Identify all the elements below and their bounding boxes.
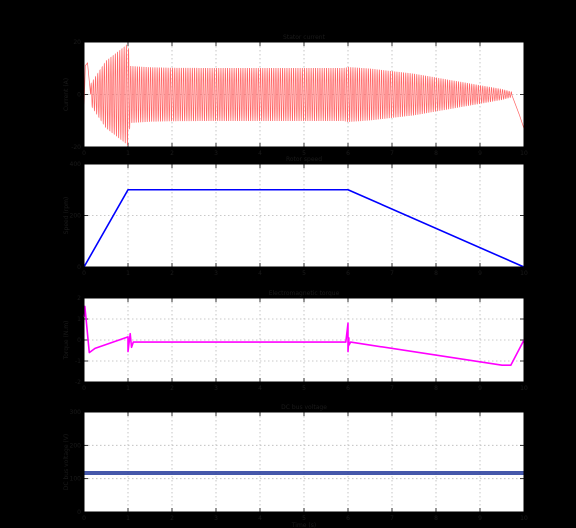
- x-tick-label: 8: [434, 150, 438, 157]
- x-tick-label: 4: [258, 515, 262, 522]
- y-tick-label: 0: [77, 337, 81, 344]
- x-tick-label: 2: [170, 270, 174, 277]
- y-tick-label: 200: [70, 213, 82, 220]
- x-tick-label: 6: [346, 515, 350, 522]
- x-tick-label: 10: [520, 515, 528, 522]
- x-tick-label: 3: [214, 515, 218, 522]
- grid-lines: [84, 298, 524, 382]
- tick-labels: 0 1 2 3 4 5 6 7 8 9 10 0 200 400: [70, 161, 528, 277]
- y-tick-label: 1: [77, 316, 81, 323]
- series-group: [83, 305, 525, 366]
- x-tick-label: 3: [214, 150, 218, 157]
- series-group: [84, 471, 524, 475]
- x-tick-label: 7: [390, 270, 394, 277]
- x-tick-label: 2: [170, 385, 174, 392]
- x-tick-label: 5: [302, 270, 306, 277]
- axes-frame: [83, 41, 525, 148]
- x-tick-label: 1: [126, 515, 130, 522]
- y-tick-label: 2: [77, 295, 81, 302]
- y-tick-label: 300: [70, 409, 82, 416]
- axes-frame: [83, 297, 525, 383]
- x-tick-label: 2: [170, 515, 174, 522]
- x-tick-label: 5: [302, 385, 306, 392]
- series-line-3: [83, 305, 525, 366]
- x-tick-label: 0: [82, 150, 86, 157]
- y-axis-label: Current (A): [63, 78, 70, 111]
- x-tick-label: 7: [390, 150, 394, 157]
- y-tick-label: 100: [70, 476, 82, 483]
- tick-labels: 0 1 2 3 4 5 6 7 8 9 10 -2 -1 0 1 2: [75, 295, 528, 392]
- x-tick-label: 5: [302, 150, 306, 157]
- y-tick-label: -20: [71, 144, 81, 151]
- subplot-title: Electromagnetic torque: [269, 290, 340, 297]
- subplot-title: DC bus voltage: [281, 404, 327, 411]
- y-tick-label: 0: [77, 509, 81, 516]
- x-tick-label: 8: [434, 515, 438, 522]
- x-tick-label: 10: [520, 270, 528, 277]
- x-tick-label: 8: [434, 385, 438, 392]
- stator-current-series-line: [83, 44, 525, 147]
- x-tick-label: 2: [170, 150, 174, 157]
- dc-voltage-ripple-band: [84, 471, 524, 475]
- x-tick-label: 6: [346, 150, 350, 157]
- y-axis-label: DC bus voltage (V): [63, 434, 70, 490]
- subplot-3: 0 1 2 3 4 5 6 7 8 9 10 -2 -1 0 1 2 Electromagnetic torqu…: [63, 290, 528, 392]
- x-tick-label: 9: [478, 270, 482, 277]
- y-tick-label: 0: [77, 264, 81, 271]
- y-tick-label: 400: [70, 161, 82, 168]
- x-tick-label: 9: [478, 150, 482, 157]
- x-tick-label: 7: [390, 515, 394, 522]
- y-axis-label: Speed (rpm): [63, 197, 70, 235]
- series-line-2: [83, 188, 525, 268]
- x-tick-label: 1: [126, 385, 130, 392]
- y-tick-label: -1: [75, 358, 81, 365]
- x-tick-label: 6: [346, 385, 350, 392]
- axes-frame: [83, 163, 525, 268]
- x-tick-label: 10: [520, 150, 528, 157]
- x-tick-label: 0: [82, 385, 86, 392]
- subplot-title: Rotor speed: [286, 156, 322, 163]
- x-tick-label: 0: [82, 515, 86, 522]
- x-tick-label: 4: [258, 385, 262, 392]
- series-group: [83, 188, 525, 268]
- y-tick-label: 0: [77, 92, 81, 99]
- y-axis-label: Torque (N.m): [63, 321, 70, 361]
- x-tick-label: 3: [214, 270, 218, 277]
- subplot-2: 0 1 2 3 4 5 6 7 8 9 10 0 200 400 Rotor speed Speed (rpm…: [63, 156, 528, 277]
- x-tick-label: 0: [82, 270, 86, 277]
- subplot-title: Stator current: [283, 34, 326, 41]
- y-tick-label: 20: [73, 39, 81, 46]
- x-tick-label: 4: [258, 150, 262, 157]
- axes-frame: [83, 411, 525, 513]
- x-tick-label: 7: [390, 385, 394, 392]
- x-tick-label: 1: [126, 150, 130, 157]
- x-tick-label: 10: [520, 385, 528, 392]
- grid-lines: [84, 412, 524, 512]
- grid-lines: [84, 164, 524, 267]
- x-tick-label: 5: [302, 515, 306, 522]
- x-tick-label: 9: [478, 515, 482, 522]
- series-group: [83, 44, 525, 147]
- y-tick-label: 200: [70, 442, 82, 449]
- x-tick-label: 8: [434, 270, 438, 277]
- x-tick-label: 4: [258, 270, 262, 277]
- y-tick-label: -2: [75, 379, 81, 386]
- x-tick-label: 3: [214, 385, 218, 392]
- x-tick-label: 1: [126, 270, 130, 277]
- x-axis-label: Time (s): [291, 522, 316, 528]
- x-tick-label: 6: [346, 270, 350, 277]
- x-tick-label: 9: [478, 385, 482, 392]
